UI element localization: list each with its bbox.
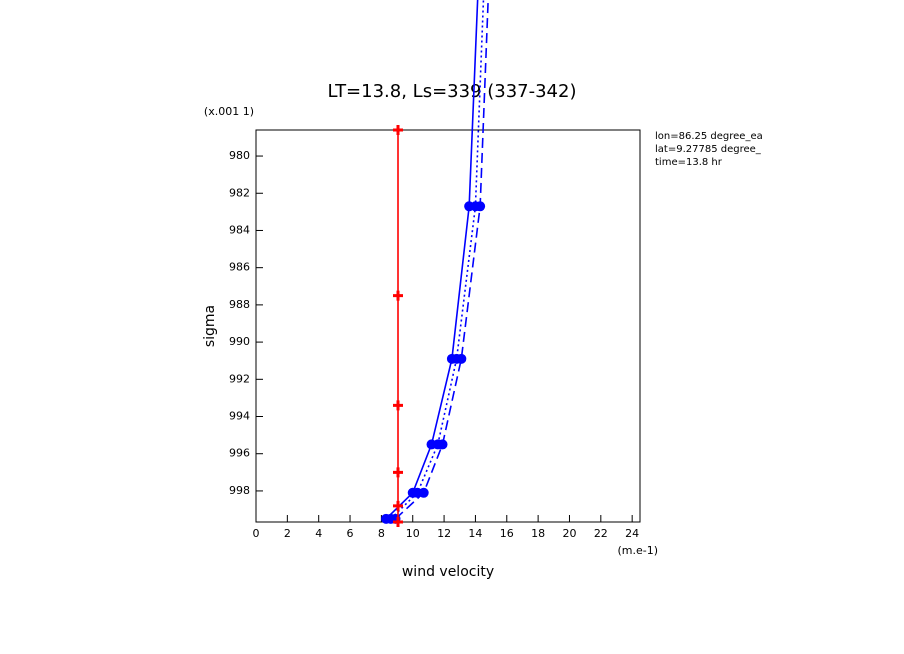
- series-line: [390, 0, 485, 520]
- annotation: lat=9.27785 degree_: [655, 144, 762, 155]
- x-tick-label: 6: [347, 527, 354, 540]
- x-tick-label: 12: [437, 527, 451, 540]
- marker: [456, 353, 467, 364]
- marker: [393, 500, 404, 511]
- x-tick-label: 20: [562, 527, 576, 540]
- x-tick-label: 0: [253, 527, 260, 540]
- y-tick-label: 988: [229, 298, 250, 311]
- x-tick-label: 14: [468, 527, 482, 540]
- x-tick-label: 16: [500, 527, 514, 540]
- x-unit-label: (m.e-1): [617, 544, 658, 557]
- y-tick-label: 996: [229, 447, 250, 460]
- series-line: [385, 0, 479, 520]
- plot-frame: [255, 129, 641, 523]
- marker: [437, 439, 448, 450]
- x-tick-label: 4: [315, 527, 322, 540]
- x-tick-label: 22: [594, 527, 608, 540]
- x-tick-label: 18: [531, 527, 545, 540]
- marker: [393, 517, 404, 527]
- y-tick-label: 986: [229, 261, 250, 274]
- x-axis-label: wind velocity: [402, 564, 494, 580]
- y-tick-label: 990: [229, 335, 250, 348]
- marker: [393, 467, 404, 478]
- series-line: [394, 0, 489, 520]
- y-tick-label: 980: [229, 149, 250, 162]
- y-unit-label: (x.001 1): [204, 105, 254, 118]
- marker: [393, 400, 404, 411]
- marker: [393, 125, 404, 135]
- x-tick-label: 8: [378, 527, 385, 540]
- y-axis-label: sigma: [202, 305, 218, 347]
- annotation: lon=86.25 degree_ea: [655, 131, 763, 142]
- y-tick-label: 994: [229, 410, 250, 423]
- x-tick-label: 10: [406, 527, 420, 540]
- chart-title: LT=13.8, Ls=339 (337-342): [328, 81, 577, 102]
- x-tick-label: 2: [284, 527, 291, 540]
- marker: [418, 487, 429, 498]
- y-tick-label: 992: [229, 372, 250, 385]
- y-tick-label: 984: [229, 223, 250, 236]
- marker: [393, 290, 404, 301]
- x-tick-label: 24: [625, 527, 639, 540]
- y-tick-label: 998: [229, 484, 250, 497]
- annotation: time=13.8 hr: [655, 157, 723, 168]
- marker: [475, 201, 486, 212]
- y-tick-label: 982: [229, 186, 250, 199]
